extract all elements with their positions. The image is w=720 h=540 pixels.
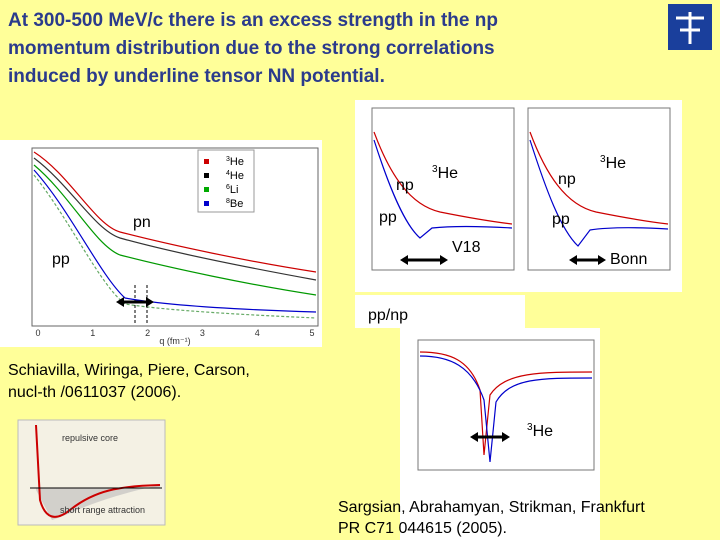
pp-label: pp (552, 211, 570, 228)
inset-label: short range attraction (60, 505, 145, 515)
potential-label: Bonn (610, 251, 647, 268)
x-tick-label: 2 (145, 328, 150, 338)
curve (419, 355, 593, 463)
curve (33, 157, 317, 281)
x-tick-label: 5 (309, 328, 314, 338)
superscript: 3 (226, 156, 230, 163)
citation-line: Sargsian, Abrahamyan, Strikman, Frankfur… (338, 499, 645, 516)
plot-frame (371, 107, 515, 271)
nucleus-label: 3He (600, 154, 626, 172)
np-label: np (558, 171, 576, 188)
legend-entry: 3He (226, 156, 244, 168)
x-tick-label: 0 (35, 328, 40, 338)
superscript: 3 (527, 422, 533, 433)
curve (33, 174, 317, 319)
curve (33, 151, 317, 273)
plot-frame (527, 107, 671, 271)
x-tick-label: 4 (255, 328, 260, 338)
superscript: 6 (226, 184, 230, 191)
plot-title-box (355, 295, 525, 328)
logo (668, 4, 712, 50)
title-line: momentum distribution due to the strong … (8, 38, 495, 59)
ratio-plot: pp/np 3He (355, 295, 600, 540)
citation-line: PR C71 044615 (2005). (338, 520, 507, 537)
curve (33, 169, 317, 313)
attraction-area (36, 425, 160, 520)
arrow-head (569, 255, 606, 265)
ratio-title: pp/np (368, 307, 408, 324)
curve (529, 139, 669, 247)
plot-frame (31, 147, 319, 327)
distribution-plots: np 3He pp V18 np 3He pp Bonn (355, 100, 682, 292)
np-label: np (396, 177, 414, 194)
pp-label: pp (52, 251, 70, 268)
pp-label: pp (379, 209, 397, 226)
legend-entry: 8Be (226, 198, 243, 210)
superscript: 3 (432, 164, 438, 175)
title-line: induced by underline tensor NN potential… (8, 66, 385, 87)
curve (373, 131, 513, 225)
nucleus: He (606, 155, 627, 172)
x-tick-label: 1 (90, 328, 95, 338)
citation-line: Schiavilla, Wiringa, Piere, Carson, (8, 362, 250, 379)
x-tick-label: 3 (200, 328, 205, 338)
superscript: 4 (226, 170, 230, 177)
legend-marker (204, 201, 209, 206)
citation-line: nucl-th /0611037 (2006). (8, 384, 181, 401)
plot-background (400, 328, 600, 540)
potential-label: V18 (452, 239, 481, 256)
inset-label: repulsive core (62, 433, 118, 443)
potential-inset: repulsive core short range attraction (17, 419, 166, 526)
nucleus: He (438, 165, 459, 182)
curve (373, 139, 513, 239)
potential-curve (35, 424, 161, 518)
legend-marker (204, 159, 209, 164)
title-line: At 300-500 MeV/c there is an excess stre… (8, 10, 498, 31)
arrow-head (116, 297, 154, 307)
element: He (230, 170, 244, 182)
plot-frame (417, 339, 595, 471)
nucleus-label: 3He (432, 164, 458, 182)
superscript: 3 (600, 154, 606, 165)
plot-background (0, 140, 322, 347)
element: Be (230, 198, 243, 210)
nucleus-label: 3He (527, 422, 553, 440)
logo-mark (676, 12, 704, 44)
legend-entry: 6Li (226, 184, 238, 196)
pn-label: pn (133, 214, 151, 231)
arrow-head (470, 432, 510, 442)
legend-entry: 4He (226, 170, 244, 182)
legend-marker (204, 173, 209, 178)
curve (529, 131, 669, 225)
curve (33, 164, 317, 296)
superscript: 8 (226, 198, 230, 205)
x-axis-label: q (fm⁻¹) (159, 336, 190, 346)
element: Li (230, 184, 239, 196)
element: He (230, 156, 244, 168)
nucleus: He (533, 423, 554, 440)
legend-marker (204, 187, 209, 192)
